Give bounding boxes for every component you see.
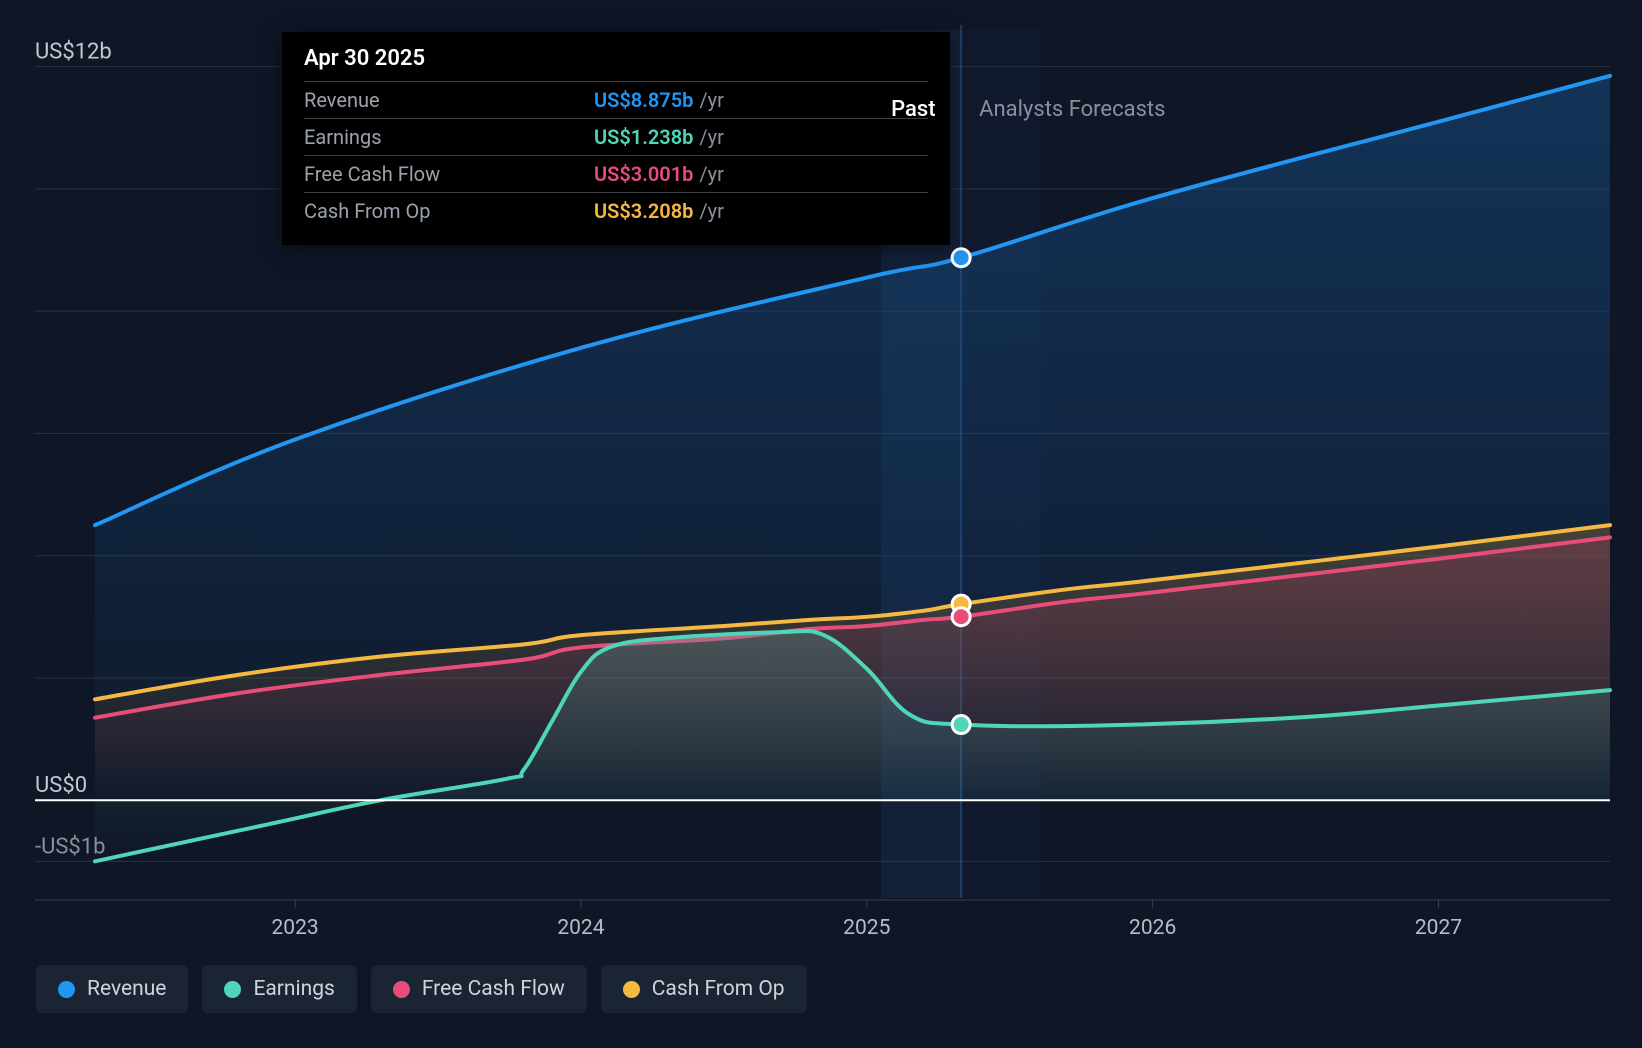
region-label-forecast: Analysts Forecasts [979, 97, 1165, 122]
tooltip-row-suffix: /yr [699, 162, 724, 186]
tooltip-row-value: US$3.001b [594, 162, 693, 186]
svg-text:2027: 2027 [1415, 916, 1462, 940]
legend-item-free-cash-flow[interactable]: Free Cash Flow [371, 965, 587, 1013]
svg-text:2026: 2026 [1129, 916, 1176, 940]
legend-dot-icon [393, 981, 410, 998]
svg-text:-US$1b: -US$1b [35, 834, 106, 859]
tooltip-row-label: Free Cash Flow [304, 162, 594, 186]
legend-item-label: Free Cash Flow [422, 977, 565, 1001]
tooltip-row: RevenueUS$8.875b/yr [304, 82, 928, 119]
tooltip-date: Apr 30 2025 [304, 46, 928, 82]
legend-dot-icon [623, 981, 640, 998]
legend-dot-icon [224, 981, 241, 998]
tooltip-row-value: US$1.238b [594, 125, 693, 149]
tooltip-row-label: Earnings [304, 125, 594, 149]
svg-text:2024: 2024 [557, 916, 604, 940]
svg-text:US$12b: US$12b [35, 40, 112, 65]
financial-chart: US$12b US$0 -US$1b 2023 2024 2025 2026 2027 Apr… [0, 0, 1642, 1048]
tooltip-row-label: Revenue [304, 88, 594, 112]
tooltip-row-value: US$8.875b [594, 88, 693, 112]
legend-item-label: Cash From Op [652, 977, 785, 1001]
region-label-past: Past [891, 97, 935, 122]
legend-item-revenue[interactable]: Revenue [36, 965, 188, 1013]
tooltip-row-value: US$3.208b [594, 199, 693, 223]
chart-tooltip: Apr 30 2025 RevenueUS$8.875b/yrEarningsU… [282, 32, 950, 245]
legend-item-label: Earnings [253, 977, 334, 1001]
tooltip-row: EarningsUS$1.238b/yr [304, 119, 928, 156]
legend-item-label: Revenue [87, 977, 166, 1001]
tooltip-row-suffix: /yr [699, 125, 724, 149]
chart-legend: Revenue Earnings Free Cash Flow Cash From O… [36, 965, 807, 1013]
tooltip-row-suffix: /yr [699, 88, 724, 112]
legend-dot-icon [58, 981, 75, 998]
svg-text:US$0: US$0 [35, 773, 87, 798]
tooltip-row-suffix: /yr [699, 199, 724, 223]
legend-item-earnings[interactable]: Earnings [202, 965, 356, 1013]
tooltip-row: Free Cash FlowUS$3.001b/yr [304, 156, 928, 193]
tooltip-row: Cash From OpUS$3.208b/yr [304, 193, 928, 229]
legend-item-cash-from-op[interactable]: Cash From Op [601, 965, 807, 1013]
svg-text:2023: 2023 [271, 916, 318, 940]
svg-text:2025: 2025 [843, 916, 890, 940]
tooltip-row-label: Cash From Op [304, 199, 594, 223]
